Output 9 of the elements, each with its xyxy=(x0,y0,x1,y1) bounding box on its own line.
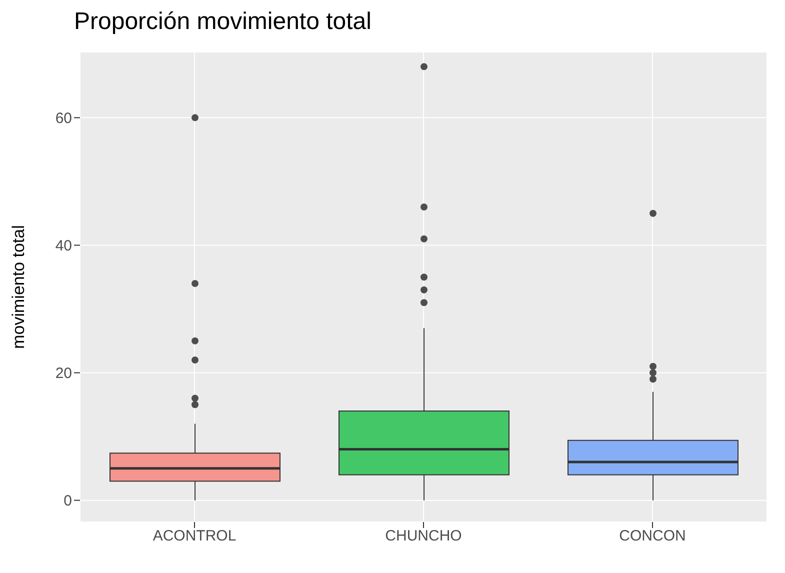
x-tick-label: ACONTROL xyxy=(152,528,236,545)
y-tick-label: 20 xyxy=(55,365,72,382)
y-axis-title: movimiento total xyxy=(9,225,28,349)
chart-title: Proporción movimiento total xyxy=(74,8,372,37)
x-tick-label: CHUNCHO xyxy=(385,528,462,545)
y-tick-label: 60 xyxy=(55,110,72,128)
y-tick-label: 40 xyxy=(55,238,72,255)
x-tick-label: CONCON xyxy=(619,528,686,545)
y-tick-label: 0 xyxy=(64,492,72,510)
